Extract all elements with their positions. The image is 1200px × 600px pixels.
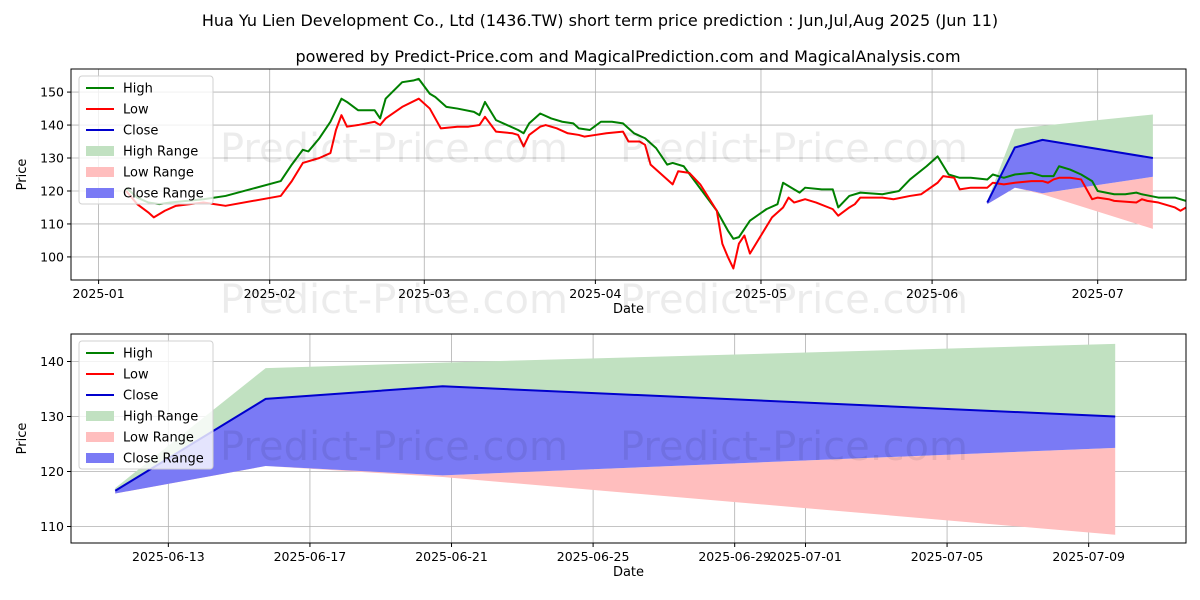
top-chart: Predict-Price.com Predict-Price.com Predic…: [15, 68, 1187, 323]
x-tick-label: 2025-06: [906, 286, 958, 301]
legend-label-low: Low: [123, 368, 149, 383]
y-tick-label: 110: [40, 519, 64, 534]
legend-label-high-range: High Range: [123, 410, 198, 425]
x-tick-label: 2025-06-17: [274, 549, 347, 564]
legend-label-low-range: Low Range: [123, 166, 194, 181]
y-tick-label: 140: [40, 118, 64, 133]
x-tick-label: 2025-06-25: [557, 549, 630, 564]
x-tick-label: 2025-07-01: [769, 549, 842, 564]
y-tick-label: 120: [40, 464, 64, 479]
x-axis-label: Date: [613, 302, 644, 317]
x-tick-label: 2025-04: [569, 286, 621, 301]
watermark: Predict-Price.com: [220, 424, 568, 470]
legend-swatch-low-range: [86, 167, 114, 177]
legend-label-high: High: [123, 82, 153, 97]
high-range-area: [987, 114, 1153, 203]
y-tick-label: 130: [40, 151, 64, 166]
bottom-chart: Predict-Price.com Predict-Price.com 2025-0…: [15, 333, 1187, 580]
low-range-area: [987, 176, 1153, 229]
legend-label-close-range: Close Range: [123, 187, 204, 202]
plot-frame: [70, 68, 1187, 281]
x-tick-label: 2025-01: [72, 286, 124, 301]
chart-subtitle: powered by Predict-Price.com and Magical…: [295, 47, 960, 66]
plot-frame: [70, 333, 1187, 544]
x-tick-label: 2025-06-13: [132, 549, 205, 564]
legend-label-high-range: High Range: [123, 145, 198, 160]
watermark: Predict-Price.com: [620, 126, 968, 172]
x-tick-label: 2025-03: [398, 286, 450, 301]
legend-label-close: Close: [123, 389, 158, 404]
x-tick-label: 2025-07-09: [1052, 549, 1125, 564]
legend-label-high: High: [123, 347, 153, 362]
y-axis-label: Price: [15, 159, 30, 191]
close-line: [986, 138, 1154, 203]
y-tick-label: 130: [40, 409, 64, 424]
legend-label-low-range: Low Range: [123, 431, 194, 446]
y-tick-label: 120: [40, 183, 64, 198]
x-tick-label: 2025-02: [244, 286, 296, 301]
y-axis-label: Price: [15, 423, 30, 455]
y-tick-label: 150: [40, 85, 64, 100]
close-range-area: [115, 386, 1116, 494]
legend-swatch-high-range: [86, 146, 114, 156]
chart-title: Hua Yu Lien Development Co., Ltd (1436.T…: [202, 11, 998, 30]
close-range-area: [987, 139, 1153, 205]
watermark: Predict-Price.com: [620, 424, 968, 470]
legend: High Low Close High Range Low Range Close Ran…: [78, 75, 214, 205]
x-tick-label: 2025-07: [1072, 286, 1124, 301]
y-tick-label: 100: [40, 249, 64, 264]
legend: High Low Close High Range Low Range Close Ran…: [78, 340, 214, 470]
low-range-area: [115, 447, 1116, 535]
high-line: [125, 77, 1186, 240]
low-line: [125, 97, 1186, 270]
watermark: Predict-Price.com: [620, 277, 968, 323]
x-axis-label: Date: [613, 565, 644, 580]
high-range-area: [115, 343, 1116, 491]
x-tick-label: 2025-07-05: [911, 549, 984, 564]
legend-label-close-range: Close Range: [123, 452, 204, 467]
legend-label-low: Low: [123, 103, 149, 118]
legend-label-close: Close: [123, 124, 158, 139]
y-tick-label: 110: [40, 216, 64, 231]
x-tick-label: 2025-05: [735, 286, 787, 301]
legend-swatch-low-range: [86, 432, 114, 442]
watermark: Predict-Price.com: [220, 277, 568, 323]
x-tick-label: 2025-06-29: [698, 549, 771, 564]
x-tick-label: 2025-06-21: [415, 549, 488, 564]
watermark: Predict-Price.com: [220, 126, 568, 172]
legend-swatch-close-range: [86, 453, 114, 463]
legend-swatch-high-range: [86, 411, 114, 421]
legend-swatch-close-range: [86, 188, 114, 198]
y-tick-label: 140: [40, 354, 64, 369]
